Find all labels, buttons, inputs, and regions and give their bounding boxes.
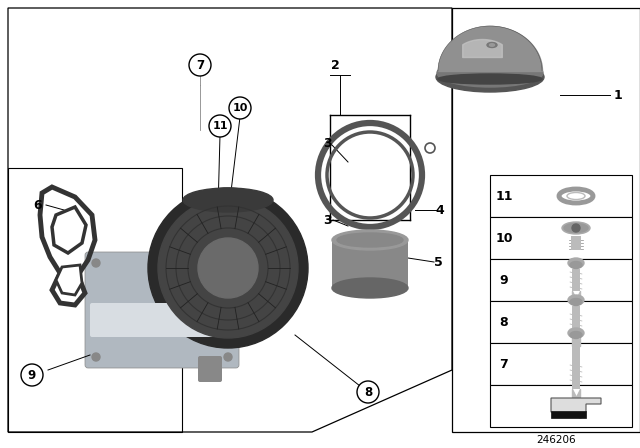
- FancyBboxPatch shape: [332, 240, 408, 290]
- Text: 8: 8: [364, 385, 372, 399]
- Ellipse shape: [436, 62, 544, 92]
- Text: 7: 7: [196, 59, 204, 72]
- Circle shape: [572, 224, 580, 232]
- FancyBboxPatch shape: [90, 303, 222, 337]
- Circle shape: [209, 115, 231, 137]
- Text: 10: 10: [232, 103, 248, 113]
- Circle shape: [92, 353, 100, 361]
- Circle shape: [92, 259, 100, 267]
- Polygon shape: [56, 265, 82, 295]
- Ellipse shape: [570, 262, 582, 268]
- Text: 1: 1: [614, 89, 622, 102]
- Text: 10: 10: [495, 232, 513, 245]
- Text: 9: 9: [28, 369, 36, 382]
- Polygon shape: [52, 207, 86, 253]
- FancyBboxPatch shape: [572, 339, 580, 389]
- FancyBboxPatch shape: [490, 217, 632, 259]
- FancyBboxPatch shape: [490, 343, 632, 385]
- FancyBboxPatch shape: [198, 356, 222, 382]
- Circle shape: [229, 97, 251, 119]
- Text: 4: 4: [436, 203, 444, 216]
- Text: 2: 2: [331, 59, 339, 72]
- FancyBboxPatch shape: [490, 301, 632, 343]
- Text: 5: 5: [434, 255, 442, 268]
- Circle shape: [148, 188, 308, 348]
- Text: 8: 8: [500, 315, 508, 328]
- Text: 7: 7: [500, 358, 508, 370]
- Ellipse shape: [332, 230, 408, 250]
- Ellipse shape: [437, 59, 543, 87]
- FancyBboxPatch shape: [572, 269, 580, 291]
- FancyBboxPatch shape: [571, 236, 581, 250]
- Text: 246206: 246206: [536, 435, 576, 445]
- FancyBboxPatch shape: [490, 175, 632, 217]
- Text: 11: 11: [212, 121, 228, 131]
- Polygon shape: [551, 398, 601, 418]
- Circle shape: [21, 364, 43, 386]
- Circle shape: [158, 198, 298, 338]
- Ellipse shape: [487, 43, 497, 47]
- Ellipse shape: [568, 258, 584, 268]
- Ellipse shape: [562, 222, 590, 234]
- Circle shape: [357, 381, 379, 403]
- Text: 3: 3: [323, 137, 332, 150]
- Text: 3: 3: [324, 214, 332, 227]
- Ellipse shape: [570, 332, 582, 339]
- Ellipse shape: [337, 233, 403, 247]
- FancyBboxPatch shape: [572, 306, 580, 338]
- FancyBboxPatch shape: [490, 259, 632, 301]
- Text: 11: 11: [495, 190, 513, 202]
- FancyBboxPatch shape: [490, 385, 632, 427]
- Ellipse shape: [332, 278, 408, 298]
- Circle shape: [189, 54, 211, 76]
- Circle shape: [198, 238, 258, 298]
- Text: 9: 9: [500, 273, 508, 287]
- Ellipse shape: [568, 328, 584, 338]
- Ellipse shape: [570, 298, 582, 306]
- Polygon shape: [551, 411, 586, 418]
- Ellipse shape: [183, 188, 273, 212]
- Ellipse shape: [490, 44, 495, 46]
- Circle shape: [224, 259, 232, 267]
- FancyBboxPatch shape: [85, 252, 239, 368]
- Ellipse shape: [438, 74, 542, 84]
- Ellipse shape: [564, 224, 588, 233]
- Circle shape: [224, 353, 232, 361]
- Text: 6: 6: [34, 198, 42, 211]
- Ellipse shape: [568, 295, 584, 305]
